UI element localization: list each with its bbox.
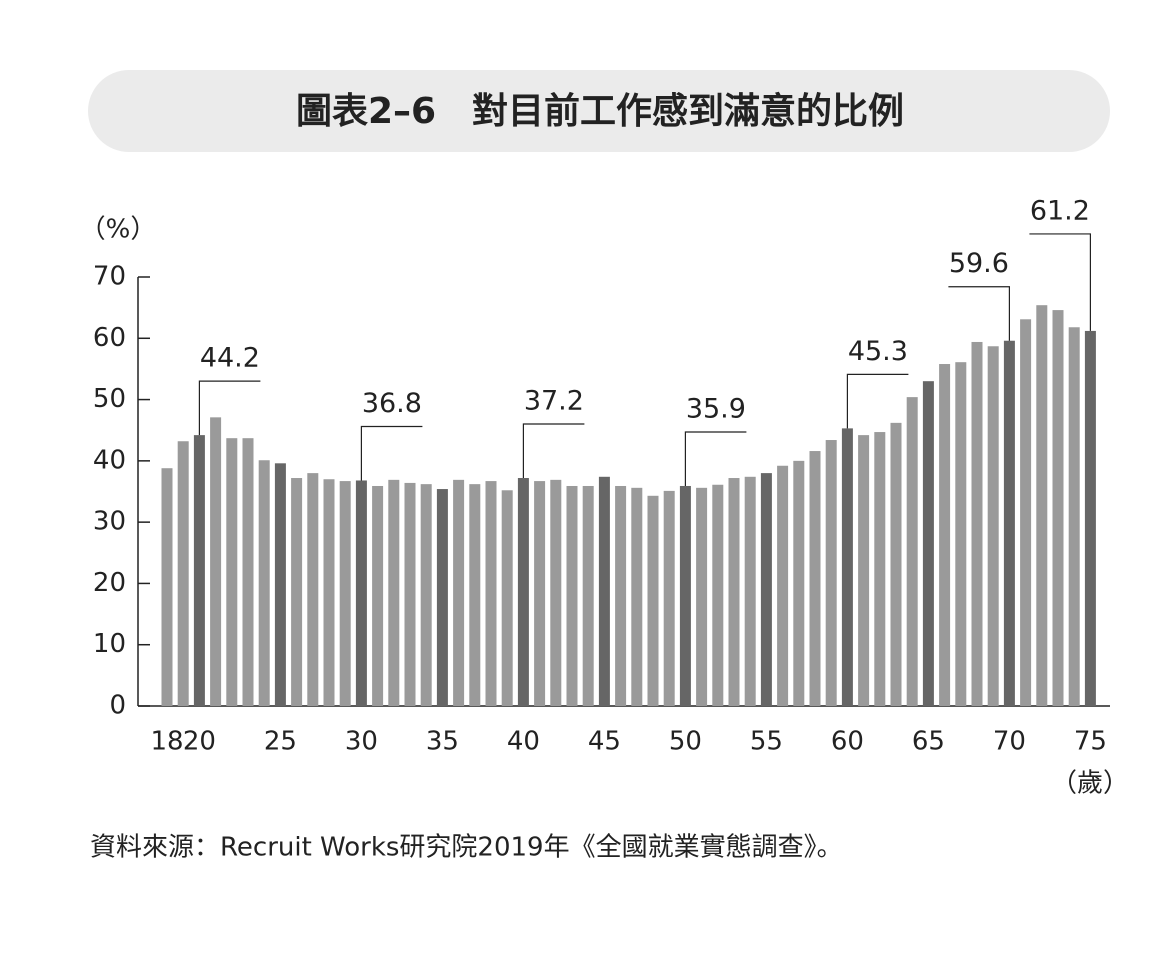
bar [712, 484, 724, 706]
leader-line [1029, 233, 1092, 331]
x-tick-label: 25 [264, 727, 297, 757]
value-label: 45.3 [848, 336, 908, 367]
value-label: 59.6 [949, 248, 1009, 279]
bar [971, 341, 983, 706]
bar [355, 480, 367, 706]
leader-line [846, 373, 909, 429]
bar [517, 478, 529, 706]
leader-line [522, 423, 585, 479]
bar [663, 490, 675, 706]
bar [372, 485, 384, 706]
bar [534, 481, 546, 706]
x-tick-label: 60 [831, 727, 864, 757]
x-tick-label: 20 [183, 727, 216, 757]
bar [404, 482, 416, 706]
y-tick-label: 30 [93, 507, 126, 537]
bar [922, 381, 934, 706]
bar [647, 495, 659, 706]
y-tick-label: 70 [93, 262, 126, 292]
value-label: 37.2 [524, 386, 584, 417]
x-tick-label: 30 [345, 727, 378, 757]
bar [323, 479, 335, 706]
x-unit: （歲） [1051, 769, 1129, 799]
bar [177, 441, 189, 706]
y-tick-label: 50 [93, 384, 126, 414]
bar [744, 476, 756, 706]
bar [1036, 305, 1048, 706]
x-tick-label: 40 [507, 727, 540, 757]
bar [1084, 330, 1096, 706]
bar [436, 489, 448, 706]
y-tick-label: 0 [109, 691, 126, 721]
x-tick-label: 55 [750, 727, 783, 757]
value-label: 44.2 [200, 343, 260, 374]
bar [598, 476, 610, 706]
value-label: 36.8 [362, 388, 422, 419]
bar [242, 438, 254, 706]
leader-line [684, 431, 747, 486]
leader-line [948, 286, 1011, 341]
bar [453, 479, 465, 706]
bar [858, 435, 870, 706]
bar [420, 484, 432, 706]
leader-line [360, 425, 423, 481]
bar [696, 487, 708, 706]
bar [582, 485, 594, 706]
bar [550, 479, 562, 706]
bar [291, 478, 303, 706]
y-tick-label: 20 [93, 568, 126, 598]
value-label: 35.9 [686, 393, 746, 424]
y-unit: （%） [80, 215, 157, 245]
bar [258, 460, 270, 706]
bar [226, 438, 238, 706]
bar [825, 440, 837, 706]
value-label: 61.2 [1030, 195, 1090, 226]
bar [307, 473, 319, 706]
bar [777, 465, 789, 706]
bar [193, 435, 205, 706]
source-note: 資料來源：Recruit Works研究院2019年《全國就業實態調查》。 [90, 833, 843, 863]
bar [1020, 319, 1032, 706]
x-tick-label: 35 [426, 727, 459, 757]
y-tick-label: 40 [93, 445, 126, 475]
bar [809, 451, 821, 706]
bar [274, 463, 286, 706]
bar [874, 432, 886, 706]
bar [793, 460, 805, 706]
bar [1052, 310, 1064, 706]
bar [679, 485, 691, 706]
bar [728, 478, 740, 706]
bar [469, 484, 481, 706]
x-tick-label: 75 [1074, 727, 1107, 757]
bar [841, 428, 853, 706]
chart-title: 圖表2–6 對目前工作感到滿意的比例 [296, 91, 904, 132]
y-tick-label: 10 [93, 629, 126, 659]
bar [906, 397, 918, 706]
bar [939, 364, 951, 706]
x-tick-label: 65 [912, 727, 945, 757]
x-tick-label: 18 [150, 727, 183, 757]
bar [890, 422, 902, 706]
bar [161, 468, 173, 706]
bar [566, 485, 578, 706]
bar [210, 417, 222, 706]
bar [987, 346, 999, 706]
leader-line [198, 380, 261, 436]
bar [631, 487, 643, 706]
bar [1068, 327, 1080, 706]
x-tick-label: 70 [993, 727, 1026, 757]
bar [760, 473, 772, 706]
bar [501, 490, 513, 706]
x-tick-label: 45 [588, 727, 621, 757]
x-tick-label: 50 [669, 727, 702, 757]
bar [955, 362, 967, 706]
bar [1003, 340, 1015, 706]
title-pill [88, 70, 1110, 152]
bar [615, 485, 627, 706]
bar [339, 481, 351, 706]
bar [388, 479, 400, 706]
bar [485, 481, 497, 706]
y-tick-label: 60 [93, 323, 126, 353]
